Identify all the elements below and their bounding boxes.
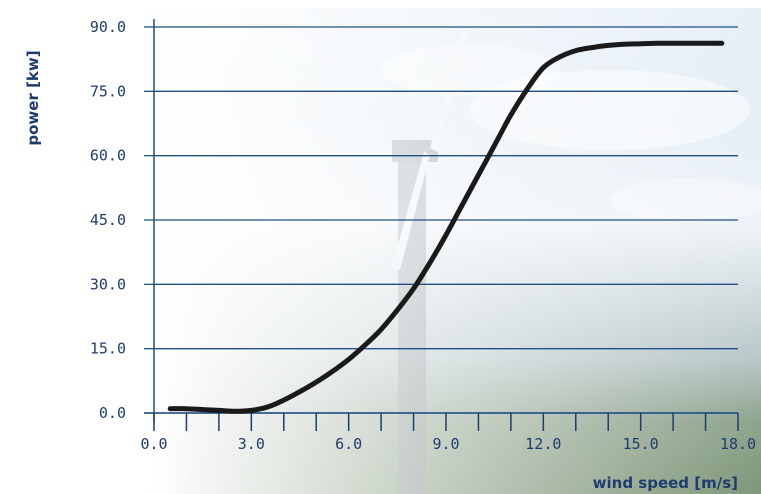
x-tick-label: 15.0 bbox=[623, 435, 659, 453]
x-tick-label: 9.0 bbox=[432, 435, 459, 453]
x-tick-label: 18.0 bbox=[720, 435, 756, 453]
y-tick-label: 75.0 bbox=[90, 82, 126, 100]
x-tick-label: 6.0 bbox=[335, 435, 362, 453]
y-axis-title: power [kw] bbox=[24, 50, 42, 145]
y-tick-label: 0.0 bbox=[99, 404, 126, 422]
x-axis-title: wind speed [m/s] bbox=[593, 474, 738, 492]
y-tick-label: 30.0 bbox=[90, 275, 126, 293]
series-line-power-curve bbox=[167, 40, 725, 414]
y-tick-label: 90.0 bbox=[90, 18, 126, 36]
background-photo bbox=[150, 8, 761, 494]
y-tick-label: 45.0 bbox=[90, 211, 126, 229]
series-layer bbox=[167, 40, 725, 414]
y-tick-label: 60.0 bbox=[90, 147, 126, 165]
x-tick-label: 3.0 bbox=[238, 435, 265, 453]
y-tick-label: 15.0 bbox=[90, 340, 126, 358]
tick-labels: 0.0 15.0 30.0 45.0 60.0 75.0 90.0 0.0 3.0 6.0 9.0 1… bbox=[90, 18, 756, 453]
x-tick-label: 0.0 bbox=[140, 435, 167, 453]
x-tick-label: 12.0 bbox=[525, 435, 561, 453]
